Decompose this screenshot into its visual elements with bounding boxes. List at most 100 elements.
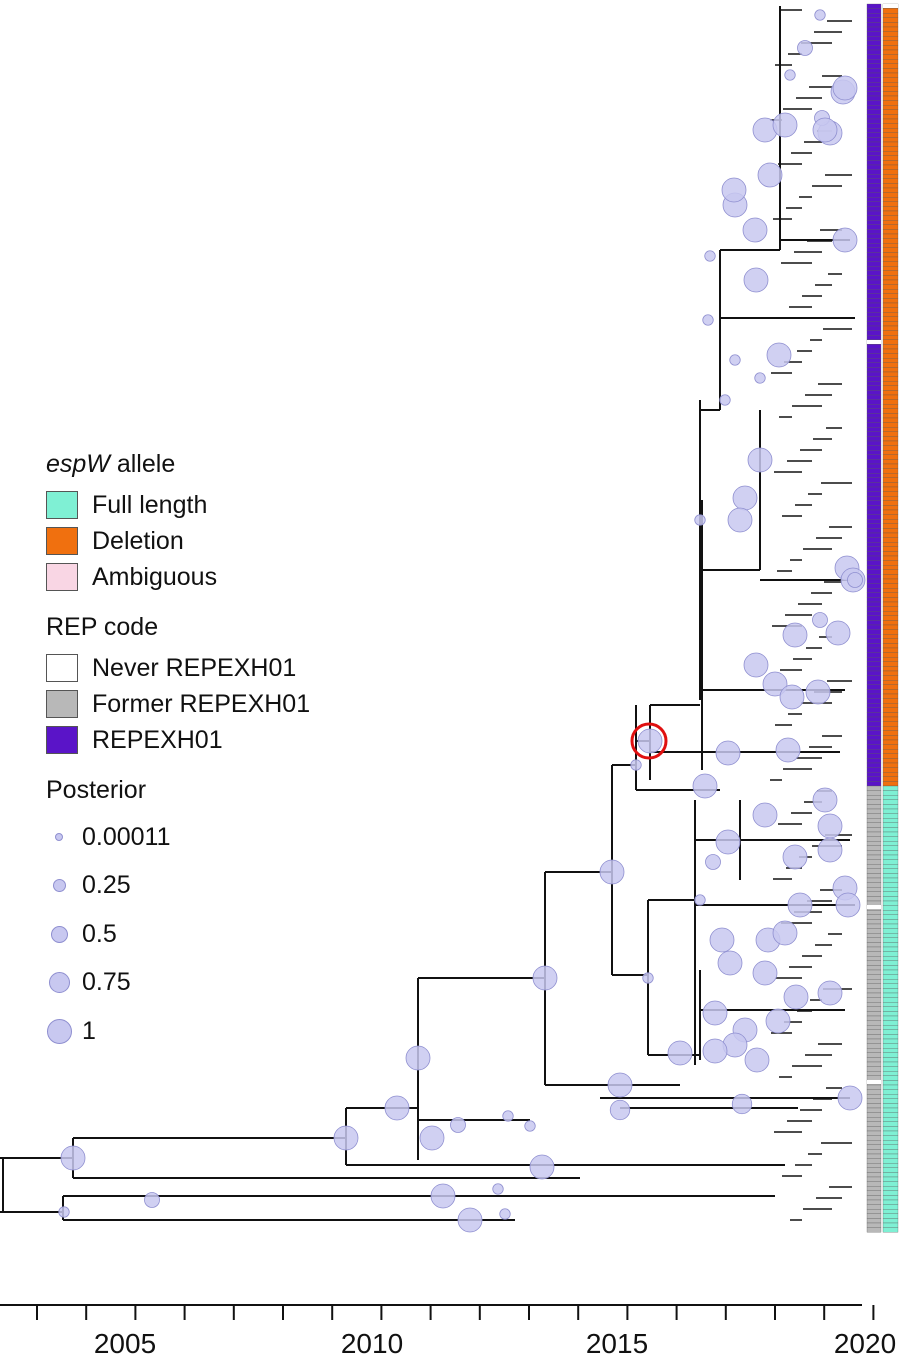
posterior-item-4: 1: [46, 1007, 346, 1056]
axis-label-2020: 2020: [833, 1328, 897, 1359]
allele-cell: [882, 1038, 899, 1044]
posterior-node: [817, 813, 843, 839]
posterior-node: [779, 684, 805, 710]
rep-code-cell: [866, 1034, 882, 1040]
rep-code-cell: [866, 1071, 882, 1076]
allele-cell: [882, 371, 899, 377]
rep-code-cell: [866, 624, 882, 630]
rep-code-cell: [866, 321, 882, 327]
allele-cell: [882, 1107, 899, 1113]
time-axis: [0, 1304, 875, 1320]
posterior-node: [702, 1038, 728, 1064]
posterior-node: [817, 837, 843, 863]
rep-code-cell: [866, 753, 882, 759]
rep-code-cell: [866, 1140, 882, 1145]
rep-code-cell: [866, 854, 882, 860]
axis-label-2010: 2010: [340, 1328, 404, 1359]
allele-cell: [882, 482, 899, 488]
allele-title-suffix: allele: [109, 450, 176, 478]
rep-code-cell: [866, 261, 882, 267]
posterior-node: [694, 514, 706, 526]
rep-code-cell: [866, 841, 882, 846]
rep-code-cell: [866, 1029, 882, 1035]
rep-code-cell: [866, 509, 882, 515]
rep-code-cell: [866, 109, 882, 115]
allele-cell: [882, 1158, 899, 1164]
posterior-node: [812, 117, 838, 143]
allele-cell: [882, 26, 899, 32]
rep-code-cell: [866, 795, 882, 800]
rep-code-cell: [866, 220, 882, 225]
allele-cell: [882, 183, 899, 189]
allele-cell: [882, 270, 899, 276]
allele-cell: [882, 491, 899, 497]
rep-code-cell: [866, 845, 882, 851]
allele-cell: [882, 565, 899, 570]
rep-code-cell: [866, 473, 882, 478]
former-rep-label: Former REPEXH01: [92, 689, 311, 718]
allele-cell: [882, 1043, 899, 1049]
rep-code-cell: [866, 652, 882, 658]
rep-code-cell: [866, 192, 882, 198]
allele-cell: [882, 1103, 899, 1109]
posterior-node: [797, 40, 813, 56]
rep-code-cell: [866, 13, 882, 18]
allele-cell: [882, 45, 899, 51]
allele-cell: [882, 597, 899, 603]
posterior-legend-title: Posterior: [46, 776, 147, 804]
rep-code-cell: [866, 767, 882, 773]
allele-cell: [882, 1195, 899, 1201]
posterior-node: [450, 1117, 466, 1133]
allele-cell: [882, 385, 899, 391]
posterior-node: [832, 75, 858, 101]
allele-cell: [882, 887, 899, 892]
rep-code-cell: [866, 997, 882, 1003]
posterior-node: [529, 1154, 555, 1180]
rep-code-cell: [866, 100, 882, 106]
posterior-node: [752, 960, 778, 986]
rep-code-cell: [866, 325, 882, 331]
rep-code-cell: [866, 279, 882, 285]
allele-cell: [882, 822, 899, 828]
allele-cell: [882, 1153, 899, 1159]
rep-code-cell: [866, 726, 882, 731]
ambiguous-label: Ambiguous: [92, 562, 218, 591]
rep-code-cell: [866, 979, 882, 984]
allele-cell: [882, 657, 899, 662]
allele-cell: [882, 505, 899, 511]
allele-cell: [882, 716, 899, 722]
allele-cell: [882, 376, 899, 382]
rep-code-cell: [866, 312, 882, 317]
allele-cell: [882, 473, 899, 478]
rep-code-never-cell: [867, 340, 881, 344]
posterior-dot-icon: [52, 879, 66, 893]
rep-code-cell: [866, 1057, 882, 1063]
rep-code-cell: [866, 597, 882, 603]
rep-code-cell: [866, 721, 882, 727]
rep-code-cell: [866, 992, 882, 998]
allele-cell: [882, 256, 899, 262]
rep-code-cell: [866, 1172, 882, 1178]
rep-code-cell: [866, 49, 882, 55]
rep-code-cell: [866, 680, 882, 685]
never-rep-swatch: [46, 654, 78, 682]
rep-code-cell: [866, 606, 882, 612]
rep-code-cell: [866, 1218, 882, 1224]
allele-cell: [882, 146, 899, 152]
posterior-node: [405, 1045, 431, 1071]
allele-cell: [882, 537, 899, 543]
rep-code-cell: [866, 45, 882, 51]
allele-cell: [882, 588, 899, 593]
allele-cell: [882, 164, 899, 170]
rep-code-cell: [866, 422, 882, 428]
rep-code-cell: [866, 661, 882, 667]
rep-code-cell: [866, 689, 882, 695]
allele-cell: [882, 95, 899, 101]
posterior-node: [832, 227, 858, 253]
allele-cell: [882, 1222, 899, 1228]
posterior-node: [762, 671, 788, 697]
rep-code-cell: [866, 1222, 882, 1228]
allele-cell: [882, 942, 899, 948]
rep-code-cell: [866, 197, 882, 202]
rep-code-cell: [866, 459, 882, 465]
